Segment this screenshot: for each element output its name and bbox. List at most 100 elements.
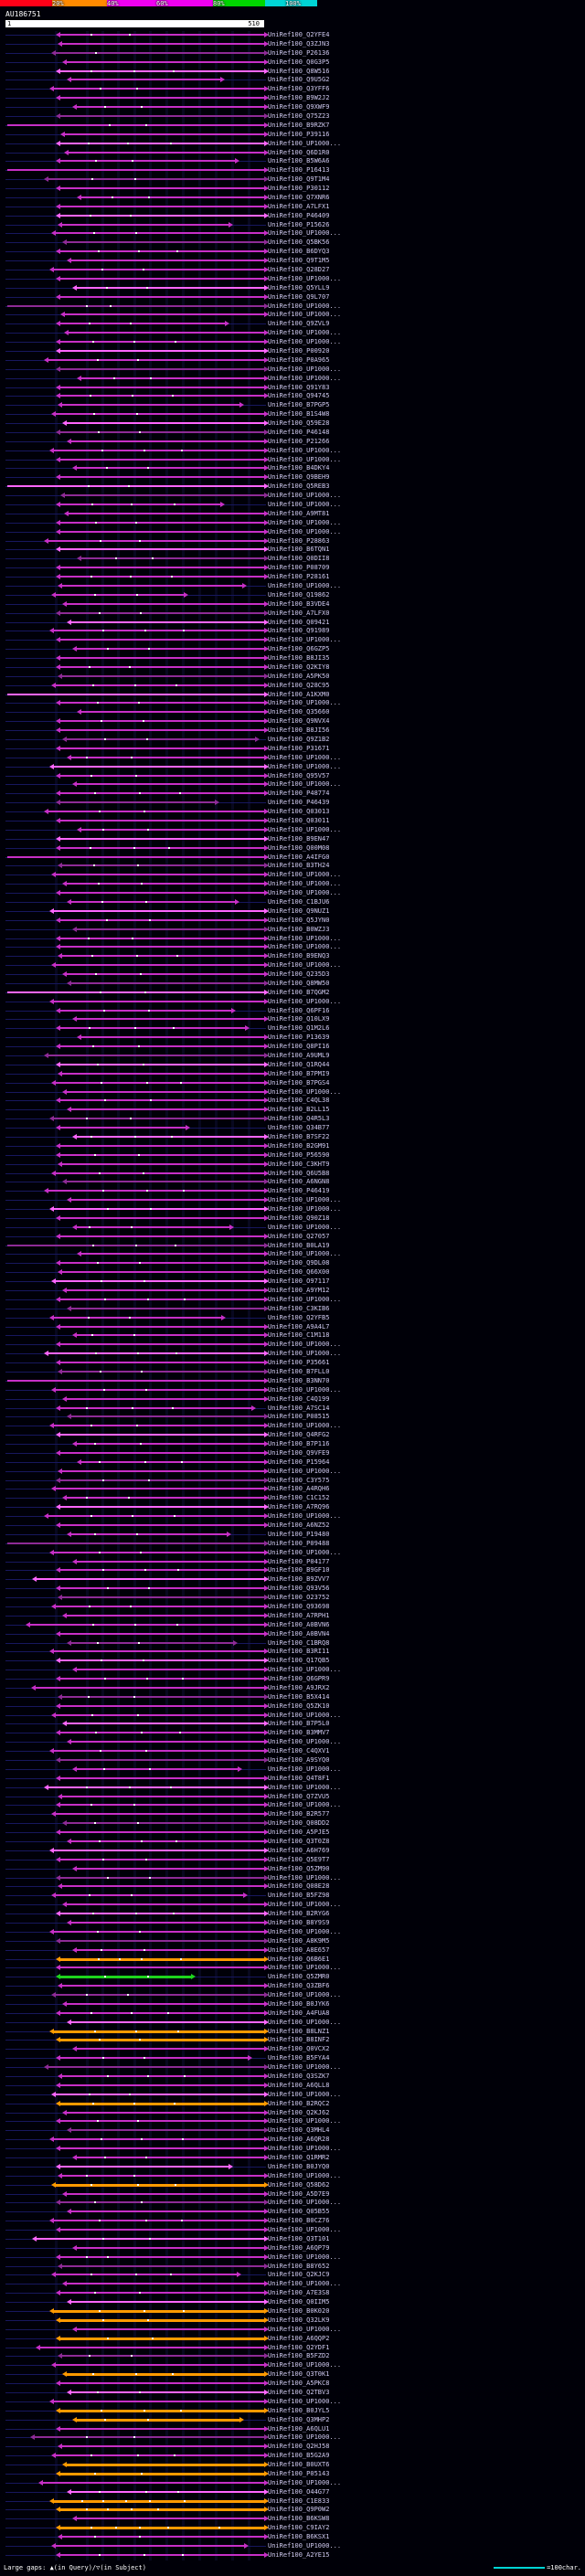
hit-label[interactable]: UniRef100_C1M118 <box>268 1331 330 1339</box>
hit-bar[interactable] <box>60 1145 264 1147</box>
hit-bar[interactable] <box>60 1587 264 1589</box>
hit-bar[interactable] <box>66 2464 264 2466</box>
hit-label[interactable]: UniRef100_P0A965 <box>268 356 330 364</box>
hit-bar[interactable] <box>60 1010 232 1012</box>
hit-bar[interactable] <box>60 838 264 840</box>
hit-bar[interactable] <box>76 2247 264 2249</box>
hit-label[interactable]: UniRef100_Q8MW50 <box>268 980 330 987</box>
hit-bar[interactable] <box>48 811 264 812</box>
hit-bar[interactable] <box>80 1253 264 1255</box>
hit-label[interactable]: UniRef100_Q0VCX2 <box>268 2045 330 2052</box>
hit-bar[interactable] <box>71 982 264 984</box>
hit-bar[interactable] <box>66 241 264 243</box>
hit-label[interactable]: UniRef100_Q5E9T7 <box>268 1856 330 1863</box>
hit-label[interactable]: UniRef100_UP1000... <box>268 2398 342 2405</box>
hit-bar[interactable] <box>76 648 264 650</box>
hit-bar[interactable] <box>56 52 264 54</box>
hit-label[interactable]: UniRef100_Q19862 <box>268 591 330 599</box>
hit-bar[interactable] <box>53 2500 264 2503</box>
hit-label[interactable]: UniRef100_P35661 <box>268 1359 330 1366</box>
hit-label[interactable]: UniRef100_Q9U5G2 <box>268 76 330 83</box>
hit-label[interactable]: UniRef100_Q03013 <box>268 808 330 815</box>
hit-label[interactable]: UniRef100_Q94745 <box>268 392 330 399</box>
hit-bar[interactable] <box>76 1136 264 1138</box>
hit-bar[interactable] <box>56 232 264 234</box>
hit-label[interactable]: UniRef100_Q5ZK10 <box>268 1702 330 1710</box>
hit-label[interactable]: UniRef100_UP1000... <box>268 1196 342 1203</box>
hit-label[interactable]: UniRef100_P15626 <box>268 221 330 228</box>
hit-label[interactable]: UniRef100_UP1000... <box>268 275 342 282</box>
hit-label[interactable]: UniRef100_UP1000... <box>268 501 342 508</box>
hit-label[interactable]: UniRef100_A6QP79 <box>268 2244 330 2252</box>
hit-bar[interactable] <box>60 160 235 162</box>
hit-bar[interactable] <box>48 1515 264 1517</box>
hit-label[interactable]: UniRef100_Q3YFF6 <box>268 85 330 92</box>
hit-label[interactable]: UniRef100_UP1000... <box>268 754 342 761</box>
hit-label[interactable]: UniRef100_B3VDE4 <box>268 600 330 608</box>
hit-label[interactable]: UniRef100_Q3T0Z8 <box>268 1838 330 1845</box>
hit-bar[interactable] <box>60 2103 264 2105</box>
hit-label[interactable]: UniRef100_Q9NVX4 <box>268 717 330 725</box>
hit-bar[interactable] <box>76 467 264 469</box>
hit-label[interactable]: UniRef100_UP1000... <box>268 447 342 454</box>
hit-label[interactable]: UniRef100_B0CZ76 <box>268 2217 330 2224</box>
hit-bar[interactable] <box>7 124 264 126</box>
hit-label[interactable]: UniRef100_B5FYA4 <box>268 2054 330 2062</box>
hit-bar[interactable] <box>60 1877 264 1879</box>
hit-bar[interactable] <box>60 1343 264 1345</box>
hit-label[interactable]: UniRef100_B9EN47 <box>268 835 330 843</box>
hit-bar[interactable] <box>61 1371 264 1373</box>
hit-label[interactable]: UniRef100_UP1000... <box>268 2226 342 2233</box>
hit-label[interactable]: UniRef100_A6H769 <box>268 1847 330 1854</box>
hit-bar[interactable] <box>53 1118 264 1119</box>
hit-label[interactable]: UniRef100_B3NN70 <box>268 1377 330 1384</box>
hit-bar[interactable] <box>71 260 264 261</box>
hit-bar[interactable] <box>60 387 264 388</box>
hit-label[interactable]: UniRef100_P08515 <box>268 1413 330 1420</box>
hit-bar[interactable] <box>60 368 264 370</box>
hit-label[interactable]: UniRef100_C3Y575 <box>268 1477 330 1484</box>
hit-bar[interactable] <box>60 1262 264 1264</box>
hit-label[interactable]: UniRef100_B7P116 <box>268 1440 330 1447</box>
hit-bar[interactable] <box>60 847 264 849</box>
hit-label[interactable]: UniRef100_P56590 <box>268 1151 330 1159</box>
hit-bar[interactable] <box>53 630 264 631</box>
hit-label[interactable]: UniRef100_Q9Z1B2 <box>268 736 330 743</box>
hit-label[interactable]: UniRef100_A5D7E9 <box>268 2190 330 2198</box>
hit-bar[interactable] <box>66 1181 264 1182</box>
hit-bar[interactable] <box>76 928 264 930</box>
hit-bar[interactable] <box>71 1415 264 1417</box>
hit-bar[interactable] <box>76 1443 264 1445</box>
hit-label[interactable]: UniRef100_Q5ZMR0 <box>268 1973 330 1980</box>
hit-label[interactable]: UniRef100_O23752 <box>268 1594 330 1601</box>
hit-label[interactable]: UniRef100_UP1000... <box>268 763 342 770</box>
hit-label[interactable]: UniRef100_UP1000... <box>268 338 342 345</box>
hit-bar[interactable] <box>37 1578 264 1580</box>
hit-label[interactable]: UniRef100_C1BRQ8 <box>268 1639 330 1647</box>
hit-bar[interactable] <box>53 269 264 270</box>
hit-bar[interactable] <box>60 1913 264 1914</box>
hit-bar[interactable] <box>60 70 264 72</box>
hit-bar[interactable] <box>76 1334 264 1336</box>
hit-bar[interactable] <box>60 395 264 397</box>
hit-bar[interactable] <box>71 2391 264 2393</box>
hit-bar[interactable] <box>60 1127 186 1129</box>
hit-label[interactable]: UniRef100_Q32LK9 <box>268 2316 330 2324</box>
hit-label[interactable]: UniRef100_A0BVN4 <box>268 1630 330 1638</box>
hit-label[interactable]: UniRef100_Q27057 <box>268 1233 330 1240</box>
hit-label[interactable]: UniRef100_UP1000... <box>268 1712 342 1719</box>
hit-bar[interactable] <box>71 1642 233 1644</box>
hit-bar[interactable] <box>66 2193 264 2195</box>
hit-bar[interactable] <box>43 2482 264 2484</box>
hit-label[interactable]: UniRef100_Q9VFE9 <box>268 1449 330 1457</box>
hit-label[interactable]: UniRef100_UP1000... <box>268 1765 342 1773</box>
hit-bar[interactable] <box>53 2310 264 2313</box>
hit-bar[interactable] <box>60 775 264 777</box>
hit-bar[interactable] <box>66 422 264 424</box>
hit-label[interactable]: UniRef100_Q6D1R0 <box>268 149 330 156</box>
hit-bar[interactable] <box>53 2401 264 2402</box>
hit-bar[interactable] <box>60 1235 264 1237</box>
hit-bar[interactable] <box>66 738 255 740</box>
hit-label[interactable]: UniRef100_P46419 <box>268 1187 330 1194</box>
hit-bar[interactable] <box>60 820 264 822</box>
